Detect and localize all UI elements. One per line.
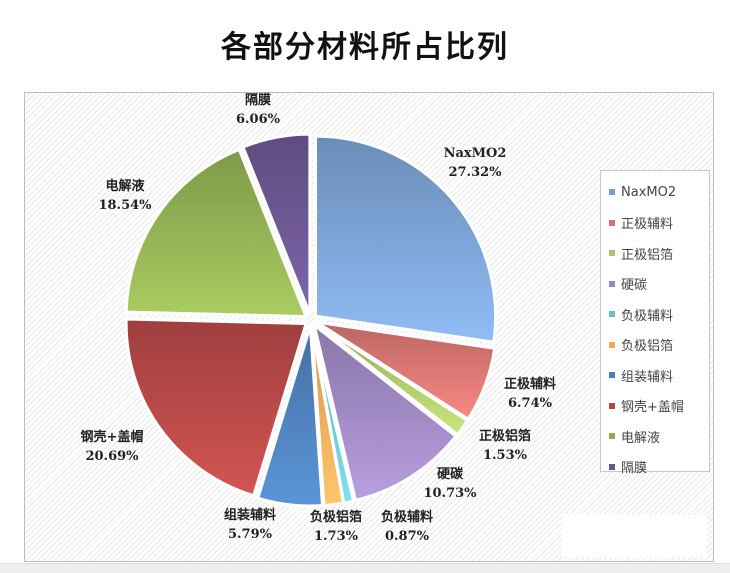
slice-label-value: 0.87%: [385, 529, 430, 544]
legend-swatch: [609, 280, 615, 287]
legend-item: 硬碳: [609, 269, 709, 300]
legend-item: 组装辅料: [609, 360, 709, 391]
slice-label-value: 6.74%: [508, 396, 553, 411]
legend-item: 钢壳+盖帽: [609, 391, 709, 422]
legend-swatch: [609, 311, 615, 318]
slice-label-name: 正极辅料: [504, 376, 556, 392]
slice-label-value: 18.54%: [98, 198, 152, 213]
slice-label-name: 负极铝箔: [310, 509, 362, 525]
slice-label-value: 20.69%: [85, 449, 139, 464]
slice-label-name: 电解液: [105, 178, 144, 194]
legend-swatch: [609, 402, 615, 409]
slice-4: [311, 321, 458, 503]
legend-item: 负极辅料: [609, 299, 709, 330]
legend-label: 钢壳+盖帽: [621, 400, 684, 416]
legend-item: 负极铝箔: [609, 330, 709, 361]
legend-swatch: [609, 341, 615, 348]
slice-label-value: 6.06%: [236, 112, 281, 127]
slice-10: [241, 132, 312, 315]
legend-item: NaxMO2: [609, 177, 709, 208]
slice-label-value: 1.53%: [483, 448, 528, 463]
slice-label-name: 硬碳: [437, 466, 464, 482]
legend-label: 正极辅料: [621, 217, 674, 233]
legend-item: 隔膜: [609, 452, 709, 483]
slice-label-name: 钢壳+盖帽: [81, 429, 144, 445]
slice-label-value: 1.73%: [314, 529, 359, 544]
legend-label: 隔膜: [621, 461, 648, 477]
bottom-scrollbar: [0, 563, 730, 573]
legend: NaxMO2 正极辅料正极铝箔硬碳负极辅料负极铝箔组装辅料钢壳+盖帽电解液隔膜: [600, 170, 710, 476]
legend-label: 负极辅料: [621, 308, 674, 324]
legend-label: NaxMO2: [621, 184, 677, 200]
slice-label-name: 正极铝箔: [479, 428, 531, 444]
legend-swatch: [609, 189, 615, 196]
legend-item: 电解液: [609, 421, 709, 452]
blank-panel: [562, 515, 707, 557]
legend-swatch: [609, 433, 615, 440]
legend-swatch: [609, 372, 615, 379]
legend-label: 负极铝箔: [621, 339, 674, 355]
slice-9: [124, 147, 309, 319]
legend-swatch: [609, 219, 615, 226]
slice-label-name: 负极辅料: [381, 509, 433, 525]
chart-title: 各部分材料所占比列: [221, 30, 509, 65]
legend-item: 正极辅料: [609, 208, 709, 239]
slice-label-name: 隔膜: [245, 92, 271, 108]
slice-1: [314, 134, 497, 344]
slice-label-name: 组装辅料: [224, 507, 276, 523]
slice-label-value: 5.79%: [228, 527, 273, 542]
legend-label: 硬碳: [621, 278, 648, 294]
slice-8: [124, 317, 309, 498]
legend-swatch: [609, 463, 615, 470]
legend-swatch: [609, 250, 615, 257]
legend-label: 组装辅料: [621, 369, 674, 385]
legend-label: 电解液: [621, 430, 661, 446]
slice-label-name: NaxMO2: [444, 146, 507, 161]
slice-2: [315, 320, 497, 422]
slice-7: [255, 325, 325, 508]
legend-label: 正极铝箔: [621, 247, 674, 263]
slice-3: [314, 322, 470, 437]
slice-label-value: 10.73%: [423, 486, 477, 501]
legend-item: 正极铝箔: [609, 238, 709, 269]
slice-label-value: 27.32%: [448, 165, 502, 180]
